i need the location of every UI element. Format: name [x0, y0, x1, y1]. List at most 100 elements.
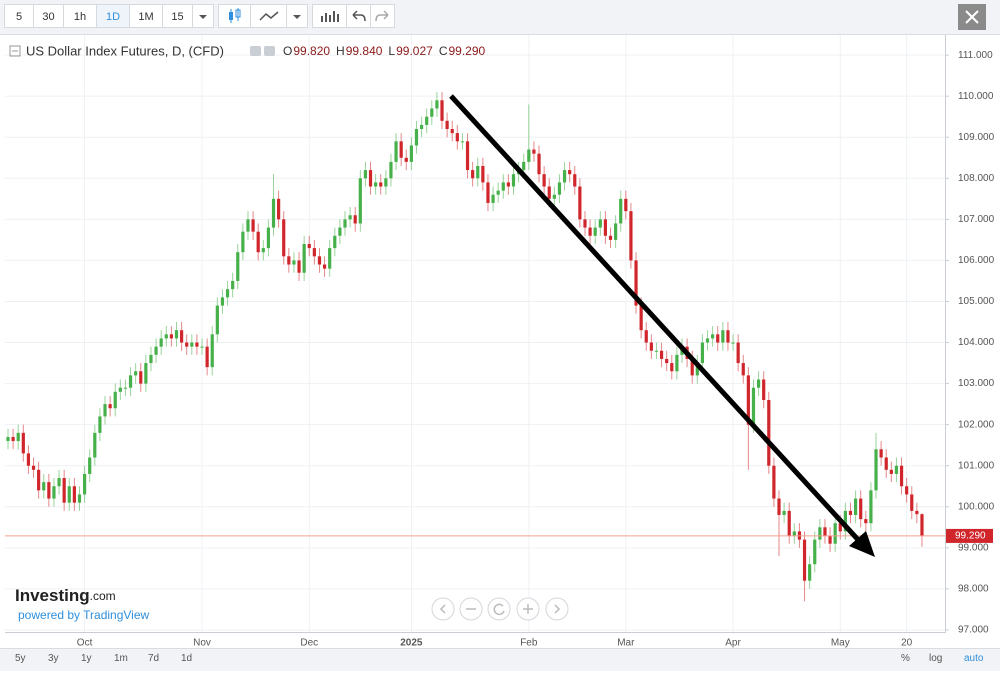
range-button[interactable]: 5y [15, 653, 26, 664]
ohlc-key: O [283, 44, 292, 58]
interval-button[interactable]: 15 [162, 4, 193, 28]
ohlc-value: 99.820 [293, 44, 330, 58]
candle-body [864, 519, 868, 524]
ohlc-value: 99.290 [448, 44, 485, 58]
candle-body [425, 116, 429, 125]
ohlc-key: L [388, 44, 395, 58]
candle-body [756, 379, 761, 388]
candle-body [77, 494, 82, 503]
nav-right[interactable] [545, 597, 569, 621]
candle-body [879, 449, 883, 458]
nav-reset[interactable] [487, 597, 511, 621]
x-tick-label: Dec [300, 638, 318, 648]
interval-dropdown[interactable] [192, 4, 214, 28]
nav-left[interactable] [431, 597, 455, 621]
eye-icon[interactable] [250, 46, 261, 56]
candle-body [353, 215, 357, 224]
range-button[interactable]: 1m [114, 653, 128, 664]
interval-button[interactable]: 5 [4, 4, 34, 28]
candle-body [527, 149, 531, 162]
collapse-icon[interactable] [9, 45, 21, 57]
candle-body [471, 170, 475, 179]
candle-body [368, 170, 373, 187]
candle-body [813, 539, 817, 565]
y-tick-label: 109.000 [958, 132, 995, 143]
candle-body [450, 129, 454, 134]
y-tick-label: 107.000 [958, 214, 995, 225]
candle-body [557, 182, 562, 195]
indicator-dropdown[interactable] [286, 4, 308, 28]
candle-body [547, 186, 551, 199]
candle-body [736, 342, 740, 364]
studies-button[interactable] [312, 4, 347, 28]
candle-body [419, 124, 424, 130]
chart-title: US Dollar Index Futures, D, (CFD) [26, 43, 224, 58]
candle-body [593, 227, 597, 236]
range-button[interactable]: 3y [48, 653, 59, 664]
candle-body [384, 178, 388, 187]
candle-body [889, 469, 893, 474]
candle-body [348, 215, 352, 220]
redo-button[interactable] [370, 4, 395, 28]
candle-body [343, 219, 347, 228]
y-tick-label: 104.000 [958, 337, 995, 348]
log-toggle[interactable]: log [929, 653, 943, 664]
candle-body [578, 186, 582, 220]
indicator-button[interactable] [250, 4, 287, 28]
candle-body [920, 514, 924, 536]
candle-body [154, 346, 158, 355]
candle-body [802, 539, 807, 581]
x-tick-label: Nov [193, 638, 211, 648]
y-tick-label: 108.000 [958, 173, 995, 184]
candle-body [328, 248, 332, 269]
candle-body [317, 256, 322, 265]
candle-body [210, 334, 214, 368]
settings-icon[interactable] [264, 46, 275, 56]
candle-body [256, 231, 260, 253]
grid [5, 35, 945, 632]
candle-body [134, 371, 138, 376]
candle-body [200, 346, 204, 348]
range-button[interactable]: 1y [81, 653, 92, 664]
candle-body [164, 334, 168, 339]
axes: 97.000 98.000 99.000 100.000 101.000 102.000 1… [77, 50, 995, 648]
last-price-label: 99.290 [955, 531, 986, 542]
candle-body [52, 486, 56, 499]
candle-body [455, 133, 459, 142]
candle-body [649, 342, 653, 351]
candle-body [588, 227, 592, 236]
plot [5, 92, 945, 602]
candle-body [690, 358, 694, 376]
y-tick-label: 101.000 [958, 460, 995, 471]
candle-body [894, 465, 899, 474]
x-tick-label: 2025 [400, 638, 423, 648]
brand: Investing [15, 586, 90, 605]
candle-body [915, 510, 919, 515]
candle-body [149, 354, 153, 364]
candle-body [741, 363, 745, 376]
x-tick-label: Oct [77, 638, 93, 648]
chart-background [0, 35, 1000, 648]
candle-body [762, 379, 766, 401]
percent-toggle[interactable]: % [901, 653, 910, 664]
watermark-powered: powered by TradingView [18, 608, 150, 622]
candle-body [511, 174, 516, 187]
candle-body [746, 375, 750, 425]
chart-style-button[interactable] [218, 4, 251, 28]
candle-body [37, 469, 41, 491]
x-tick-label: Apr [725, 638, 741, 648]
candle-body [634, 260, 638, 306]
candle-body [287, 256, 291, 265]
range-button[interactable]: 1d [181, 653, 193, 664]
auto-toggle[interactable]: auto [964, 653, 984, 664]
candle-body [302, 243, 306, 273]
interval-button[interactable]: 30 [33, 4, 64, 28]
candle-body [853, 498, 858, 515]
candle-body [629, 211, 633, 261]
range-button[interactable]: 7d [148, 653, 160, 664]
interval-button[interactable]: 1M [129, 4, 163, 28]
candle-body [297, 260, 301, 273]
candle-body [190, 342, 194, 347]
close-button[interactable] [958, 4, 986, 30]
interval-button[interactable]: 1D [96, 4, 130, 28]
